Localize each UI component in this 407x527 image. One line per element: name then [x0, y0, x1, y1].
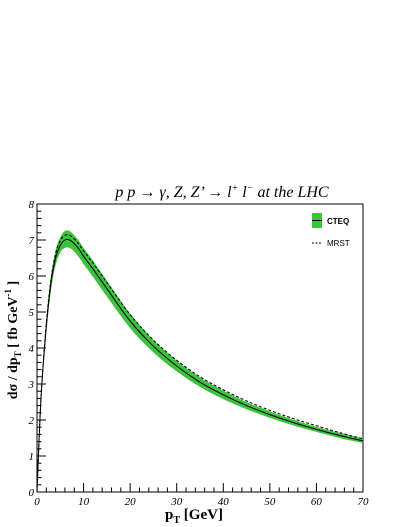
- series-line-mrst: [36, 234, 364, 493]
- y-tick-label: 4: [29, 343, 35, 355]
- y-tick-label: 0: [29, 487, 35, 499]
- legend-mrst-label: MRST: [327, 239, 350, 248]
- x-tick-label: 0: [34, 496, 40, 508]
- chart-title: p p → γ, Z, Z’ → l+ l− at the LHC: [114, 183, 329, 201]
- plot-frame: [36, 203, 364, 493]
- legend-cteq-label: CTEQ: [327, 217, 349, 226]
- y-tick-label: 1: [29, 451, 35, 463]
- cteq-uncertainty-band: [37, 230, 363, 492]
- axes: 0 10 20 30 40 50 60 70 0 1 2 3 4 5 6 7 8: [28, 199, 370, 508]
- series-lines: [36, 234, 364, 493]
- y-tick-label: 3: [28, 379, 35, 391]
- x-tick-label: 20: [125, 496, 137, 508]
- y-tick-label: 5: [29, 307, 35, 319]
- legend: CTEQ MRST: [312, 213, 350, 248]
- cteq-band: [37, 230, 363, 492]
- y-axis-label: dσ / dpT [ fb GeV-1 ]: [3, 281, 23, 399]
- y-tick-label: 7: [29, 235, 35, 247]
- y-tick-label: 6: [29, 271, 35, 283]
- y-tick-label: 8: [29, 199, 35, 211]
- x-tick-label: 60: [311, 496, 323, 508]
- series-line-cteq: [36, 238, 364, 493]
- x-tick-label: 40: [218, 496, 230, 508]
- x-tick-label: 10: [78, 496, 90, 508]
- x-tick-label: 70: [358, 496, 370, 508]
- x-axis-label: pT [GeV]: [165, 507, 223, 526]
- x-tick-label: 30: [170, 496, 183, 508]
- x-tick-label: 50: [264, 496, 276, 508]
- y-tick-label: 2: [29, 415, 35, 427]
